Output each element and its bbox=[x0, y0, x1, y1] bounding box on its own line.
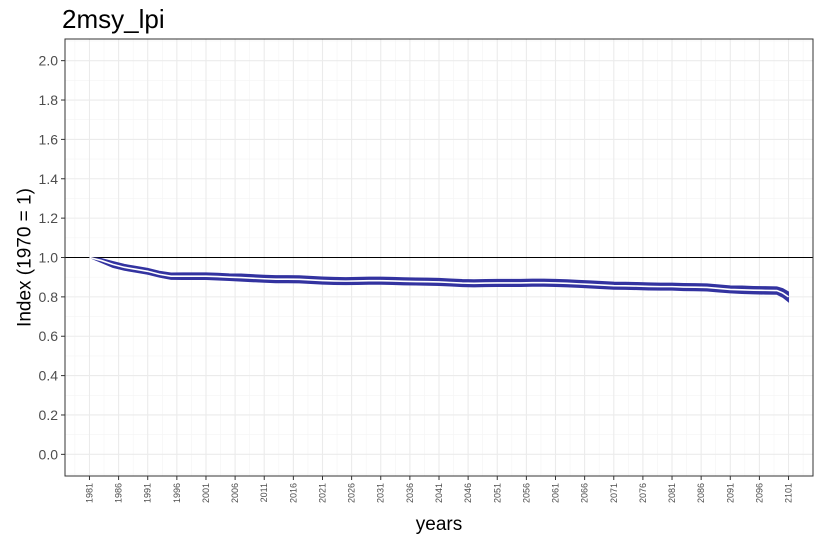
x-tick-label: 2036 bbox=[405, 483, 415, 503]
x-tick-label: 2016 bbox=[288, 483, 298, 503]
x-tick-label: 2071 bbox=[609, 483, 619, 503]
x-tick-label: 1991 bbox=[143, 483, 153, 503]
x-tick-label: 2076 bbox=[638, 483, 648, 503]
x-tick-label: 2096 bbox=[754, 483, 764, 503]
y-axis-title: Index (1970 = 1) bbox=[15, 188, 36, 327]
series-mean-line bbox=[89, 256, 789, 298]
x-tick-label: 2021 bbox=[317, 483, 327, 503]
y-tick-label: 0.6 bbox=[39, 328, 59, 344]
x-tick-label: 2101 bbox=[784, 483, 794, 503]
y-tick-label: 1.0 bbox=[39, 250, 59, 266]
y-tick-label: 0.8 bbox=[39, 289, 59, 305]
x-tick-label: 2061 bbox=[551, 483, 561, 503]
chart-title: 2msy_lpi bbox=[62, 4, 165, 34]
x-tick-label: 2001 bbox=[201, 483, 211, 503]
y-tick-label: 0.0 bbox=[39, 446, 59, 462]
x-tick-label: 2056 bbox=[521, 483, 531, 503]
y-tick-label: 1.8 bbox=[39, 92, 59, 108]
x-axis-title: years bbox=[416, 514, 462, 535]
x-tick-label: 2026 bbox=[347, 483, 357, 503]
x-tick-label: 1981 bbox=[84, 483, 94, 503]
y-tick-label: 0.4 bbox=[39, 368, 59, 384]
y-tick-label: 2.0 bbox=[39, 53, 59, 69]
x-tick-label: 2031 bbox=[376, 483, 386, 503]
series-layer bbox=[89, 256, 790, 303]
x-tick-label: 2091 bbox=[725, 483, 735, 503]
x-tick-label: 1996 bbox=[172, 483, 182, 503]
x-tick-label: 2081 bbox=[667, 483, 677, 503]
y-axis-ticks: 0.0 0.2 0.4 0.6 0.8 1.0 1.2 1.4 1.6 1.8 2.0 bbox=[39, 53, 65, 462]
y-tick-label: 1.2 bbox=[39, 210, 59, 226]
x-tick-label: 2046 bbox=[463, 483, 473, 503]
x-tick-label: 2051 bbox=[492, 483, 502, 503]
x-tick-label: 1986 bbox=[114, 483, 124, 503]
x-tick-label: 2011 bbox=[259, 483, 269, 502]
x-tick-label: 2086 bbox=[696, 483, 706, 503]
y-tick-label: 1.4 bbox=[39, 171, 59, 187]
x-tick-label: 2066 bbox=[580, 483, 590, 503]
y-tick-label: 1.6 bbox=[39, 131, 59, 147]
x-axis-ticks: 1981 1986 1991 1996 2001 2006 2011 2016 2021 2026… bbox=[84, 476, 794, 503]
y-tick-label: 0.2 bbox=[39, 407, 59, 423]
x-tick-label: 2006 bbox=[230, 483, 240, 503]
x-tick-label: 2041 bbox=[434, 483, 444, 503]
